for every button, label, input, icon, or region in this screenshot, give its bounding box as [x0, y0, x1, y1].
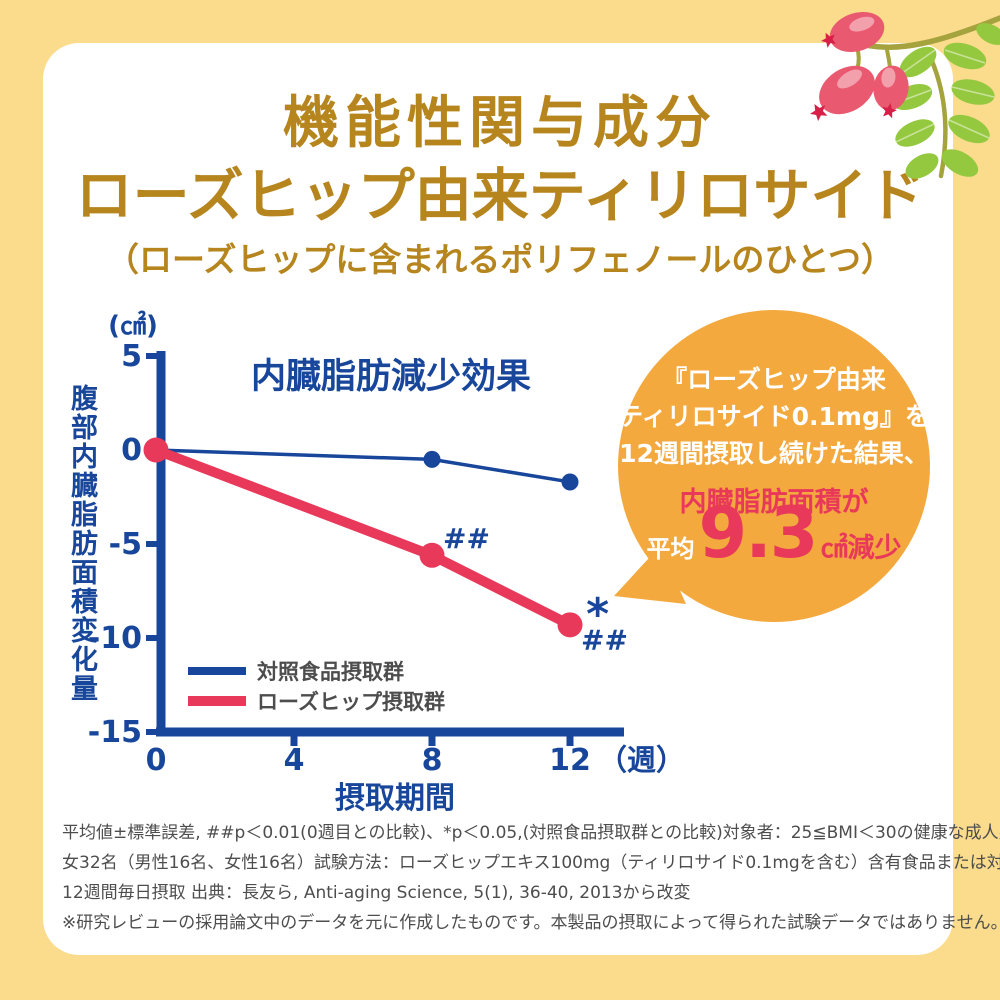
footnote-line: 平均値±標準誤差, ##p＜0.01(0週目との比較)、*p＜0.05,(対照食…	[62, 823, 1000, 843]
chart-y-axis-label: 腹部内臓脂肪面積変化量	[66, 384, 97, 703]
y-tick-label: -15	[88, 715, 142, 750]
rosehip-leaves	[891, 23, 1000, 179]
berry-calyx-stars	[809, 32, 897, 122]
footnote-line: 女32名（男性16名、女性16名）試験方法：ローズヒップエキス100mg（ティリ…	[62, 853, 1000, 873]
bubble-value: 9.3	[698, 492, 818, 574]
speech-bubble: 『ローズヒップ由来 ティリロサイド0.1mg』を 12週間摂取し続けた結果、 内…	[618, 310, 930, 622]
data-point-1	[143, 437, 169, 463]
y-tick-label: -5	[109, 527, 142, 562]
footnotes: 平均値±標準誤差, ##p＜0.01(0週目との比較)、*p＜0.05,(対照食…	[62, 818, 1000, 938]
bubble-average-label: 平均	[646, 535, 695, 563]
footnote-line: ※研究レビューの採用論文中のデータを元に作成したものです。本製品の摂取によって得…	[62, 913, 1000, 933]
rosehip-berries	[809, 11, 909, 122]
data-point-1	[419, 542, 445, 568]
main-title: 機能性関与成分	[283, 91, 717, 156]
x-axis-label: 摂取期間	[335, 781, 455, 816]
y-tick-label: 0	[121, 433, 142, 468]
y-axis-unit-label: (㎠)	[108, 310, 158, 341]
x-tick-label: 12	[549, 743, 591, 778]
bubble-text-line3: 12週間摂取し続けた結果、	[619, 439, 929, 468]
bubble-text-line1: 『ローズヒップ由来	[662, 365, 886, 394]
x-tick-label: 4	[284, 743, 305, 778]
bubble-highlight-text: 内臓脂肪面積が	[679, 487, 869, 518]
significance-annotation: ##	[581, 624, 628, 657]
significance-annotation: *	[586, 589, 609, 640]
series-line-1	[151, 445, 575, 630]
data-point-0	[561, 473, 579, 491]
data-point-1	[557, 612, 583, 638]
x-axis-unit-label: （週）	[598, 743, 681, 777]
chart-title: 内臓脂肪減少効果	[251, 357, 531, 397]
y-tick-label: -10	[88, 621, 142, 656]
subtitle: （ローズヒップに含まれるポリフェノールのひとつ）	[105, 240, 895, 279]
data-point-0	[423, 450, 441, 468]
rosehip-illustration	[809, 11, 1000, 179]
significance-annotation: ##	[443, 522, 490, 555]
bubble-text-line2: ティリロサイド0.1mg』を	[618, 402, 930, 431]
footnote-line: 12週間毎日摂取 出典：長友ら, Anti-aging Science, 5(1…	[62, 883, 691, 903]
y-tick-label: 5	[121, 339, 142, 374]
bubble-value-unit: ㎠減少	[820, 533, 902, 564]
fat-reduction-line-chart: 50-5-10-150 4 8 12 （週）(㎠)内臓脂肪減少効果摂取期間##*##対照…	[88, 310, 681, 816]
legend-label-1: ローズヒップ摂取群	[257, 690, 445, 714]
x-tick-label: 0	[146, 743, 167, 778]
product-title: ローズヒップ由来ティリロサイド	[75, 163, 925, 229]
speech-bubble-tail	[614, 546, 686, 604]
bubble-value-row: 平均 9.3 ㎠減少	[618, 498, 930, 568]
x-tick-label: 8	[422, 743, 443, 778]
legend-label-0: 対照食品摂取群	[257, 660, 404, 684]
